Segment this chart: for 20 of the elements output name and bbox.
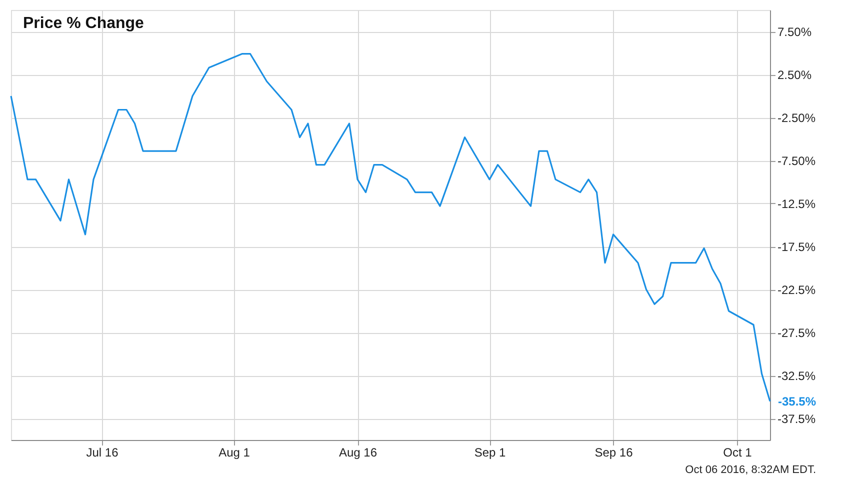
y-tick-label: -2.50% bbox=[778, 111, 816, 125]
y-tick-label: -17.5% bbox=[778, 240, 816, 254]
x-tick-label: Aug 1 bbox=[218, 446, 250, 460]
chart-title: Price % Change bbox=[23, 15, 144, 32]
y-tick-label: -32.5% bbox=[778, 369, 816, 383]
y-tick-label: -7.50% bbox=[778, 154, 816, 168]
y-tick-label: -12.5% bbox=[778, 197, 816, 211]
y-tick-label: -37.5% bbox=[778, 412, 816, 426]
x-tick-label: Oct 1 bbox=[723, 446, 752, 460]
line-series bbox=[10, 53, 771, 402]
y-tick-label: -27.5% bbox=[778, 326, 816, 340]
data-label: -35.5% bbox=[778, 394, 816, 408]
x-tick-label: Aug 16 bbox=[338, 446, 378, 460]
y-tick-label: 2.50% bbox=[778, 68, 812, 82]
x-tick-label: Sep 16 bbox=[594, 446, 634, 460]
x-tick-label: Jul 16 bbox=[86, 446, 119, 460]
x-tick-label: Sep 1 bbox=[474, 446, 506, 460]
text: Oct 06 2016, 8:32AM EDT. bbox=[685, 464, 816, 476]
y-tick-label: -22.5% bbox=[778, 283, 816, 297]
y-tick-label: 7.50% bbox=[778, 25, 812, 39]
